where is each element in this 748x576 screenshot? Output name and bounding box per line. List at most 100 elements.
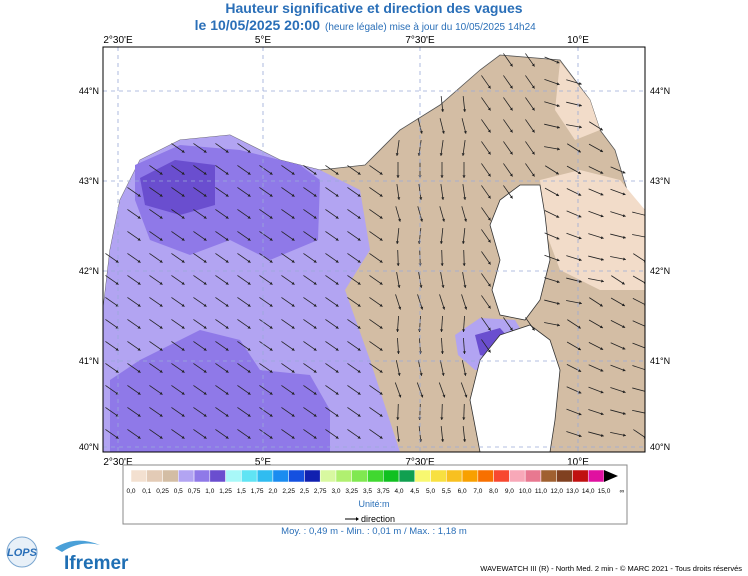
- wave-arrow: [503, 163, 513, 177]
- wave-arrow: [259, 187, 273, 197]
- wave-arrow: [149, 429, 163, 439]
- wave-arrow-head: [487, 239, 491, 243]
- wave-arrow-head: [203, 259, 207, 263]
- wave-arrow: [149, 319, 163, 329]
- wave-arrow-head: [225, 303, 229, 307]
- wave-arrow: [632, 211, 645, 216]
- wave-arrow: [325, 297, 339, 307]
- wave-arrow-head: [203, 391, 207, 395]
- wave-arrow: [397, 337, 399, 355]
- lat-label-left: 42°N: [79, 266, 99, 276]
- wave-arrow: [369, 165, 383, 175]
- wave-arrow-head: [115, 281, 119, 285]
- colorbar-label: 15,0: [598, 488, 611, 495]
- lat-label-left: 44°N: [79, 86, 99, 96]
- wave-arrow-head: [247, 215, 251, 219]
- wave-arrow-head: [159, 259, 163, 263]
- lat-label-left: 41°N: [79, 356, 99, 366]
- wave-area: [110, 330, 330, 452]
- wave-arrow: [588, 255, 604, 261]
- wave-arrow-head: [487, 349, 491, 353]
- color-box: [304, 469, 321, 483]
- color-box: [130, 469, 148, 483]
- wave-arrow: [369, 209, 383, 219]
- wave-arrow: [105, 363, 119, 373]
- wave-arrow: [439, 206, 445, 222]
- color-box: [319, 469, 337, 483]
- wave-arrow: [369, 187, 383, 197]
- wave-arrow: [632, 365, 645, 371]
- wave-arrow: [259, 429, 273, 439]
- wave-arrow: [325, 165, 339, 175]
- calm-area: [555, 62, 600, 140]
- wave-arrow-head: [442, 218, 445, 222]
- wave-arrow-head: [335, 171, 339, 175]
- wave-arrow-head: [440, 329, 444, 332]
- wave-arrow: [281, 319, 295, 329]
- wave-arrow-head: [247, 347, 251, 351]
- wave-arrow: [567, 319, 581, 329]
- wave-arrow: [347, 209, 361, 219]
- wave-arrow-head: [291, 325, 295, 329]
- wave-arrow-head: [357, 303, 361, 307]
- wave-arrow-head: [578, 412, 582, 416]
- wave-arrow-head: [621, 281, 625, 285]
- wave-arrow-head: [203, 347, 207, 351]
- wave-arrow: [171, 253, 185, 263]
- wave-arrow: [171, 341, 185, 351]
- wave-arrow: [237, 385, 251, 395]
- color-box: [162, 469, 179, 483]
- colorbar: 0,0 0,1 0,25 0,5 0,75 1,0 1,25 1,5 1,75 2,0 2,25 2,…: [126, 469, 625, 495]
- wave-arrow: [566, 277, 582, 283]
- wave-arrow-head: [379, 171, 383, 175]
- wave-arrow-head: [269, 237, 273, 241]
- wave-arrow-head: [357, 325, 361, 329]
- wave-arrow-head: [463, 439, 467, 442]
- wave-arrow-head: [313, 369, 317, 373]
- wave-arrow-head: [313, 259, 317, 263]
- wave-arrow: [237, 319, 251, 329]
- wave-arrow: [171, 209, 185, 219]
- wave-arrow-head: [335, 435, 339, 439]
- wave-arrow: [588, 364, 604, 372]
- wave-arrow-head: [181, 237, 185, 241]
- wave-arrow: [481, 163, 491, 177]
- colorbar-label: 1,5: [237, 488, 246, 495]
- wave-arrow: [303, 187, 317, 197]
- wave-arrow: [237, 363, 251, 373]
- wave-arrow-head: [313, 391, 317, 395]
- wave-arrow-head: [556, 60, 560, 64]
- wave-arrow: [127, 319, 141, 329]
- wave-arrow-head: [269, 303, 273, 307]
- wave-arrow: [325, 341, 339, 351]
- wave-arrow-head: [159, 237, 163, 241]
- wave-arrow: [588, 342, 604, 350]
- wave-arrow-head: [137, 259, 141, 263]
- colorbar-label: 1,75: [251, 488, 264, 495]
- color-box: [398, 469, 416, 483]
- wave-arrow-head: [462, 351, 466, 354]
- colorbar-label: 0,5: [174, 488, 183, 495]
- color-box: [430, 469, 447, 483]
- wave-arrow-head: [600, 192, 604, 196]
- wave-arrow: [237, 143, 251, 153]
- ifremer-wave: [55, 540, 100, 552]
- wave-arrow-head: [247, 369, 251, 373]
- wave-arrow: [303, 319, 317, 329]
- wave-arrow: [149, 165, 163, 175]
- wave-arrow: [566, 124, 582, 128]
- wave-arrow-head: [247, 325, 251, 329]
- credits: WAVEWATCH III (R) - North Med. 2 min - ©…: [480, 564, 742, 573]
- wave-arrow-head: [509, 327, 513, 331]
- wave-arrow-head: [225, 281, 229, 285]
- wave-arrow: [397, 403, 399, 421]
- wave-arrow: [369, 275, 383, 285]
- wave-arrow-head: [159, 435, 163, 439]
- wave-arrow: [347, 385, 361, 395]
- wave-arrow-head: [181, 303, 185, 307]
- wave-arrow: [369, 253, 383, 263]
- colorbar-label: 3,25: [345, 488, 358, 495]
- wave-arrow: [127, 407, 141, 417]
- wave-arrow-head: [577, 171, 581, 174]
